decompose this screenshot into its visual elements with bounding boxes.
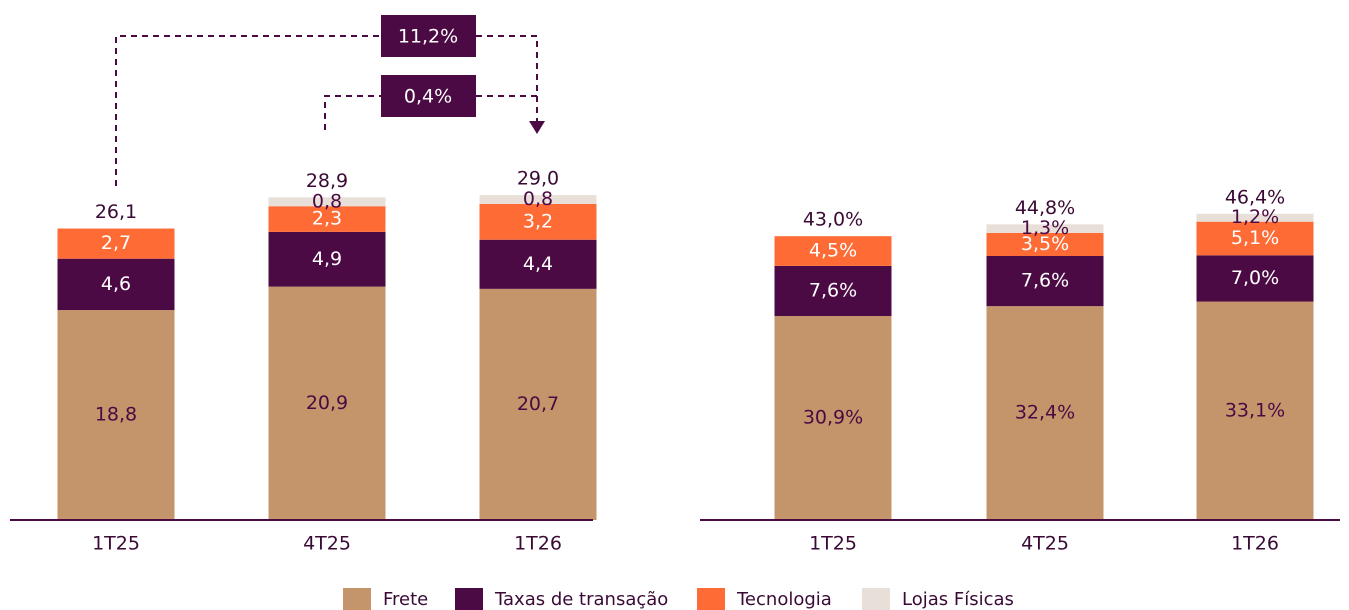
data-label: 4,9 (312, 248, 342, 270)
data-label: 7,0% (1231, 267, 1279, 289)
data-label: 7,6% (1021, 270, 1069, 292)
legend-label: Taxas de transação (494, 589, 668, 610)
data-label: 3,5% (1021, 233, 1069, 255)
data-label: 33,1% (1225, 399, 1285, 421)
bar-segment (1196, 221, 1314, 256)
x-tick-label: 1T25 (809, 533, 857, 555)
data-label: 20,9 (306, 392, 348, 414)
data-label: 2,7 (101, 232, 131, 254)
annotation: 0,4% (404, 86, 452, 108)
x-tick-label: 1T25 (92, 533, 140, 555)
bar-segment (479, 288, 597, 520)
bar-segment (268, 197, 386, 207)
data-label: 4,6 (101, 273, 131, 295)
x-tick-label: 1T26 (1231, 533, 1279, 555)
legend-swatch (697, 588, 725, 610)
total-label: 44,8% (1015, 197, 1075, 219)
bar-segment (57, 258, 175, 311)
x-tick-label: 4T25 (303, 533, 351, 555)
total-label: 43,0% (803, 209, 863, 231)
x-tick-label: 4T25 (1021, 533, 1069, 555)
data-label: 7,6% (809, 279, 857, 301)
bar-segment (1196, 301, 1314, 520)
data-label: 1,2% (1231, 206, 1279, 228)
total-label: 29,0 (517, 168, 559, 190)
bar-segment (986, 306, 1104, 520)
bar-segment (986, 256, 1104, 307)
total-label: 28,9 (306, 170, 348, 192)
bar-segment (268, 206, 386, 232)
bar-segment (986, 224, 1104, 233)
bar-segment (57, 310, 175, 520)
data-label: 18,8 (95, 404, 137, 426)
bar-segment (1196, 213, 1314, 222)
x-tick-label: 1T26 (514, 533, 562, 555)
bar-segment (57, 228, 175, 259)
bar-segment (268, 231, 386, 287)
data-label: 2,3 (312, 208, 342, 230)
bar-segment (774, 236, 892, 266)
legend-swatch (343, 588, 371, 610)
legend-swatch (862, 588, 890, 610)
data-label: 20,7 (517, 393, 559, 415)
data-label: 4,4 (523, 253, 553, 275)
total-label: 46,4% (1225, 186, 1285, 208)
bar-segment (479, 195, 597, 204)
data-label: 4,5% (809, 240, 857, 262)
bar-segment (268, 286, 386, 520)
legend-label: Tecnologia (736, 589, 832, 610)
data-label: 3,2 (523, 210, 553, 232)
data-label: 32,4% (1015, 402, 1075, 424)
bar-segment (774, 316, 892, 520)
data-label: 30,9% (803, 407, 863, 429)
bar-segment (479, 203, 597, 240)
dashed-arrow (324, 95, 537, 130)
bar-segment (1196, 255, 1314, 302)
annotation-box (381, 75, 476, 117)
bar-segment (986, 232, 1104, 256)
legend-swatch (455, 588, 483, 610)
annotation-arrows (115, 35, 538, 186)
legend-label: Lojas Físicas (902, 589, 1014, 610)
dashed-arrow (115, 35, 538, 186)
arrow-head (529, 121, 545, 134)
data-label: 1,3% (1021, 217, 1069, 239)
data-label: 0,8 (523, 188, 553, 210)
bar-segment (479, 239, 597, 289)
legend-label: Frete (383, 589, 428, 610)
data-label: 5,1% (1231, 227, 1279, 249)
data-label: 0,8 (312, 190, 342, 212)
annotation: 11,2% (398, 26, 458, 48)
bar-segment (774, 265, 892, 317)
total-label: 26,1 (95, 201, 137, 223)
annotation-box (381, 15, 476, 57)
